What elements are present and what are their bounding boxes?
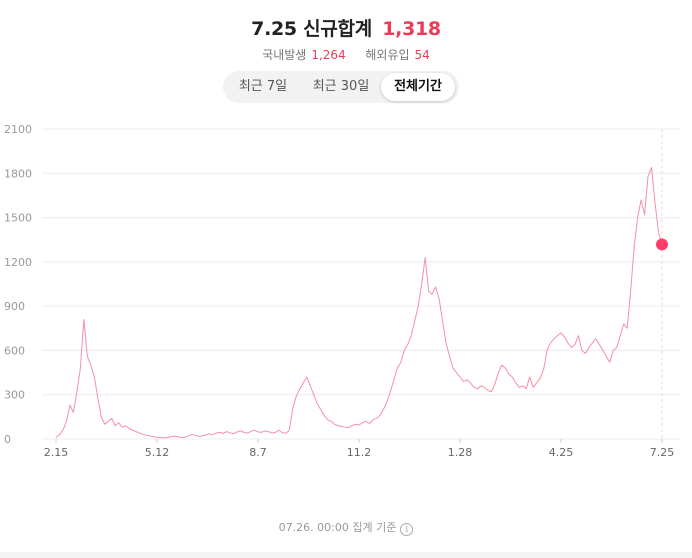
x-tick-label: 5.12 (145, 446, 170, 459)
x-tick-label: 4.25 (549, 446, 574, 459)
x-tick-label: 1.28 (448, 446, 473, 459)
headline-title: 신규합계 (303, 18, 372, 40)
y-tick-label: 900 (4, 300, 25, 313)
y-tick-label: 1200 (4, 256, 32, 269)
tab-all-period[interactable]: 전체기간 (381, 73, 455, 101)
headline-total: 1,318 (382, 18, 441, 40)
footer-note-text: 07.26. 00:00 집계 기준 (278, 521, 397, 534)
tab-recent-30-days[interactable]: 최근 30일 (312, 79, 370, 94)
chart-header: 7.25 신규합계 1,318 국내발생 1,264 해외유입 54 (0, 0, 692, 63)
x-tick-label: 11.2 (347, 446, 372, 459)
series-line (55, 166, 663, 439)
domestic-value: 1,264 (311, 48, 346, 62)
headline: 7.25 신규합계 1,318 (0, 14, 692, 41)
x-tick-label: 8.7 (249, 446, 267, 459)
y-tick-label: 600 (4, 344, 25, 357)
headline-date: 7.25 (251, 18, 297, 40)
highlight-point (656, 238, 668, 251)
line-chart: 0 300 600 900 1200 1500 1800 2100 2.15 5.12 8.7 11.… (4, 123, 680, 459)
bottom-bar (0, 552, 692, 558)
x-tick-label: 7.25 (650, 446, 675, 459)
x-tick-label: 2.15 (44, 446, 69, 459)
y-tick-label: 1800 (4, 167, 32, 180)
period-tabs: 최근 7일 최근 30일 전체기간 (223, 71, 459, 103)
y-tick-label: 2100 (4, 123, 32, 136)
info-icon[interactable]: i (400, 523, 414, 536)
overseas-label: 해외유입 (365, 48, 410, 62)
y-tick-label: 1500 (4, 212, 32, 225)
y-tick-label: 0 (4, 433, 11, 446)
overseas-value: 54 (414, 48, 430, 62)
y-tick-label: 300 (4, 389, 25, 402)
footer-note: 07.26. 00:00 집계 기준 i (0, 519, 692, 536)
breakdown: 국내발생 1,264 해외유입 54 (0, 46, 692, 63)
domestic-label: 국내발생 (262, 48, 307, 62)
tab-recent-7-days[interactable]: 최근 7일 (238, 79, 288, 94)
